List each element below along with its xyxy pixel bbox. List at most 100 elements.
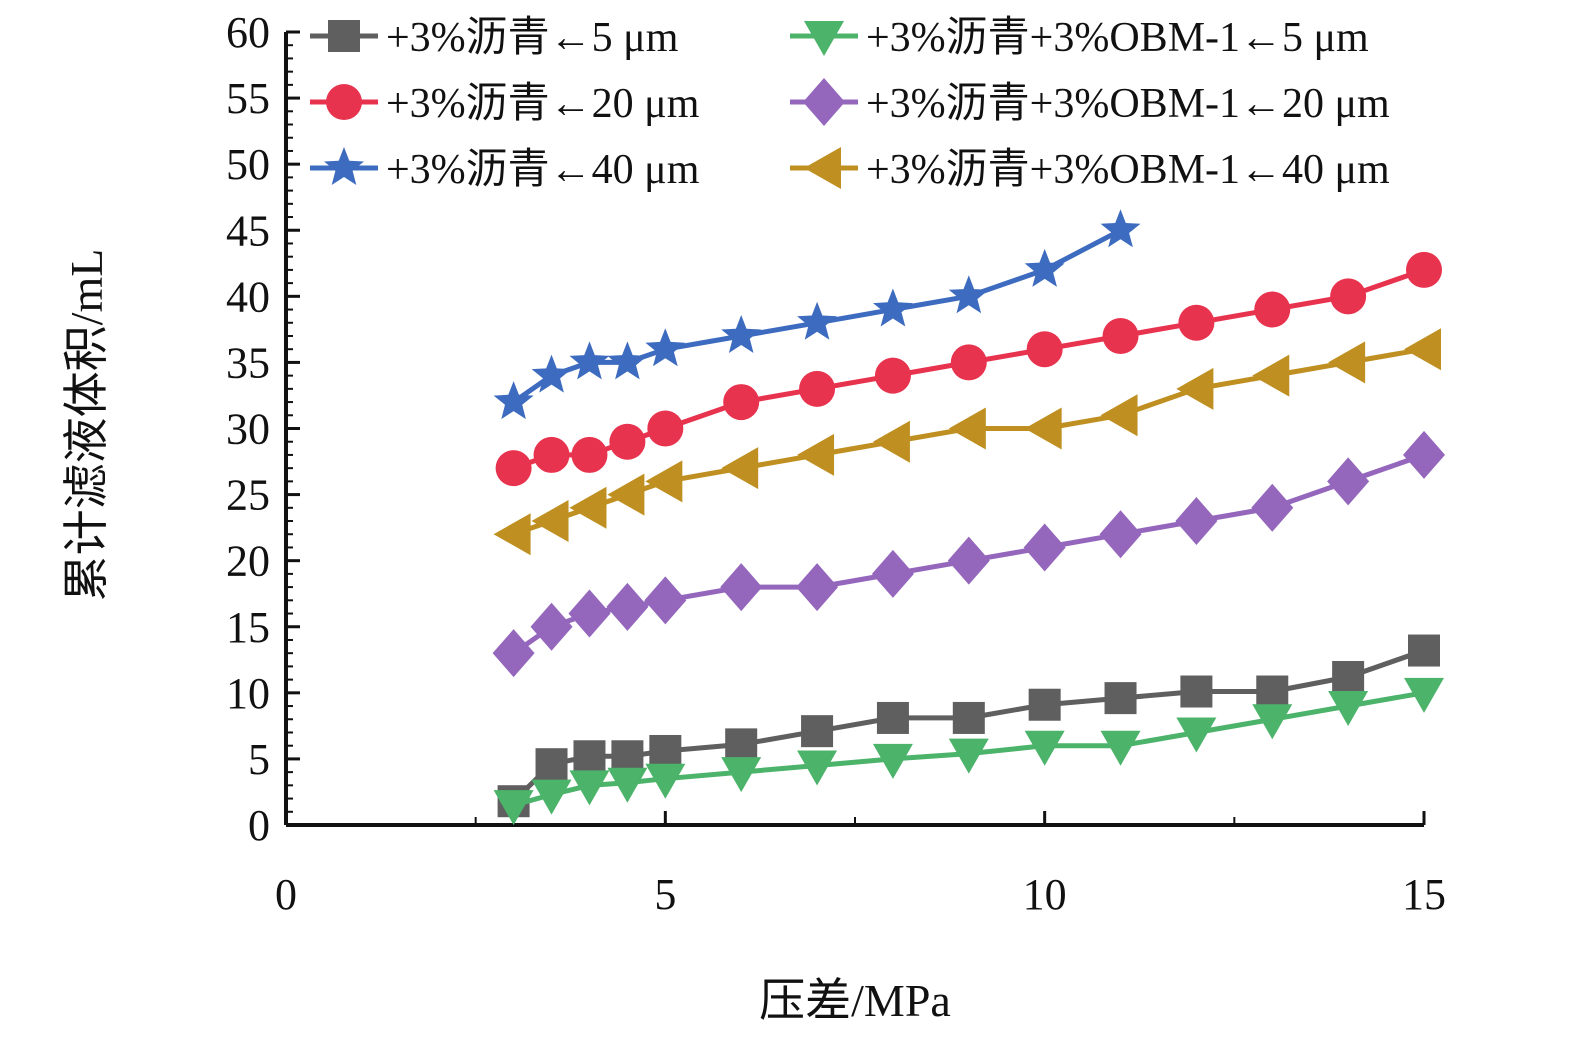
data-point [871,549,914,598]
data-point [948,275,989,314]
series-1 [497,634,1440,818]
data-point [1024,407,1062,450]
data-point [797,750,838,786]
data-point [569,341,610,380]
legend-item: +3%沥青←5 μm [310,15,679,61]
data-point [1404,677,1444,713]
data-point [645,328,686,367]
legend-item: +3%沥青+3%OBM-1←5 μm [790,15,1369,61]
data-point [797,301,837,340]
series-layer [492,209,1445,826]
data-point [947,536,990,585]
legend-label: +3%沥青←5 μm [386,15,679,61]
data-point [1252,704,1293,740]
data-point [492,629,535,678]
x-tick-label: 0 [275,870,297,919]
data-point [607,341,648,380]
data-point [1100,394,1138,437]
data-point [1180,675,1213,708]
data-point [1403,430,1445,479]
y-tick-label: 20 [226,537,270,586]
x-tick-label: 10 [1023,870,1067,919]
data-point [606,582,649,631]
data-point [568,589,611,638]
legend-label: +3%沥青+3%OBM-1←40 μm [866,147,1390,193]
data-point [721,315,762,353]
series-5 [492,430,1445,678]
series-4 [493,677,1444,826]
series-2 [495,251,1442,487]
data-point [1332,660,1365,693]
data-point [531,779,572,815]
data-point [1024,730,1065,766]
data-point [1327,457,1370,506]
y-tick-label: 10 [226,669,270,718]
data-point [533,436,570,473]
data-point [531,500,569,543]
y-tick-label: 50 [226,140,270,189]
data-point [1330,278,1367,315]
legend-marker [328,20,360,52]
data-point [1408,634,1440,667]
data-point [1328,691,1369,727]
y-tick-label: 60 [226,8,270,57]
data-point [649,734,682,767]
data-point [1252,354,1290,397]
data-point [872,420,910,463]
data-point [645,460,683,503]
data-point [1176,367,1214,410]
x-axis-title: 压差/MPa [759,975,951,1026]
y-tick-label: 55 [226,74,270,123]
data-point [721,447,759,490]
y-tick-label: 0 [248,801,270,850]
data-point [1404,328,1441,371]
y-tick-label: 30 [226,405,270,454]
data-point [1256,675,1289,708]
data-point [535,748,568,781]
legend-label: +3%沥青←40 μm [386,147,700,193]
data-point [1100,730,1141,766]
x-tick-label: 5 [654,870,676,919]
data-point [1024,248,1065,287]
data-point [720,563,763,612]
axes: 0 5 10 15 20 25 30 35 40 45 50 55 60 0 5 10 15 [226,8,1446,919]
data-point [644,576,687,625]
legend-item: +3%沥青←40 μm [310,147,700,193]
series-3 [493,209,1141,420]
data-point [607,767,648,803]
data-point [1026,331,1063,368]
data-point [1100,209,1141,248]
data-point [723,384,760,421]
data-point [609,423,646,460]
y-tick-label: 25 [226,471,270,520]
data-point [1254,291,1291,328]
legend-label: +3%沥青+3%OBM-1←20 μm [866,81,1390,127]
data-point [571,436,608,473]
legend-marker [804,147,841,189]
data-point [645,763,686,799]
data-point [950,344,987,381]
data-point [611,740,644,773]
legend-label: +3%沥青←20 μm [386,81,700,127]
legend-marker [326,84,362,120]
data-point [873,288,913,327]
data-point [952,701,985,734]
data-point [1102,317,1139,354]
legend-marker [804,21,844,56]
data-point [948,738,989,774]
legend-label: +3%沥青+3%OBM-1←5 μm [866,15,1369,61]
data-point [1178,304,1215,341]
y-tick-label: 15 [226,603,270,652]
data-point [493,381,534,420]
legend: +3%沥青←5 μm +3%沥青←20 μm +3%沥青←40 μm +3%沥青+3%… [310,15,1390,193]
data-point [1328,341,1366,384]
data-point [1104,682,1137,715]
data-point [569,486,607,529]
legend-item: +3%沥青←20 μm [310,81,700,127]
data-point [495,450,532,487]
data-point [948,407,986,450]
data-point [647,410,684,447]
data-point [1175,497,1218,546]
legend-item: +3%沥青+3%OBM-1←20 μm [790,78,1390,127]
data-point [799,370,836,407]
